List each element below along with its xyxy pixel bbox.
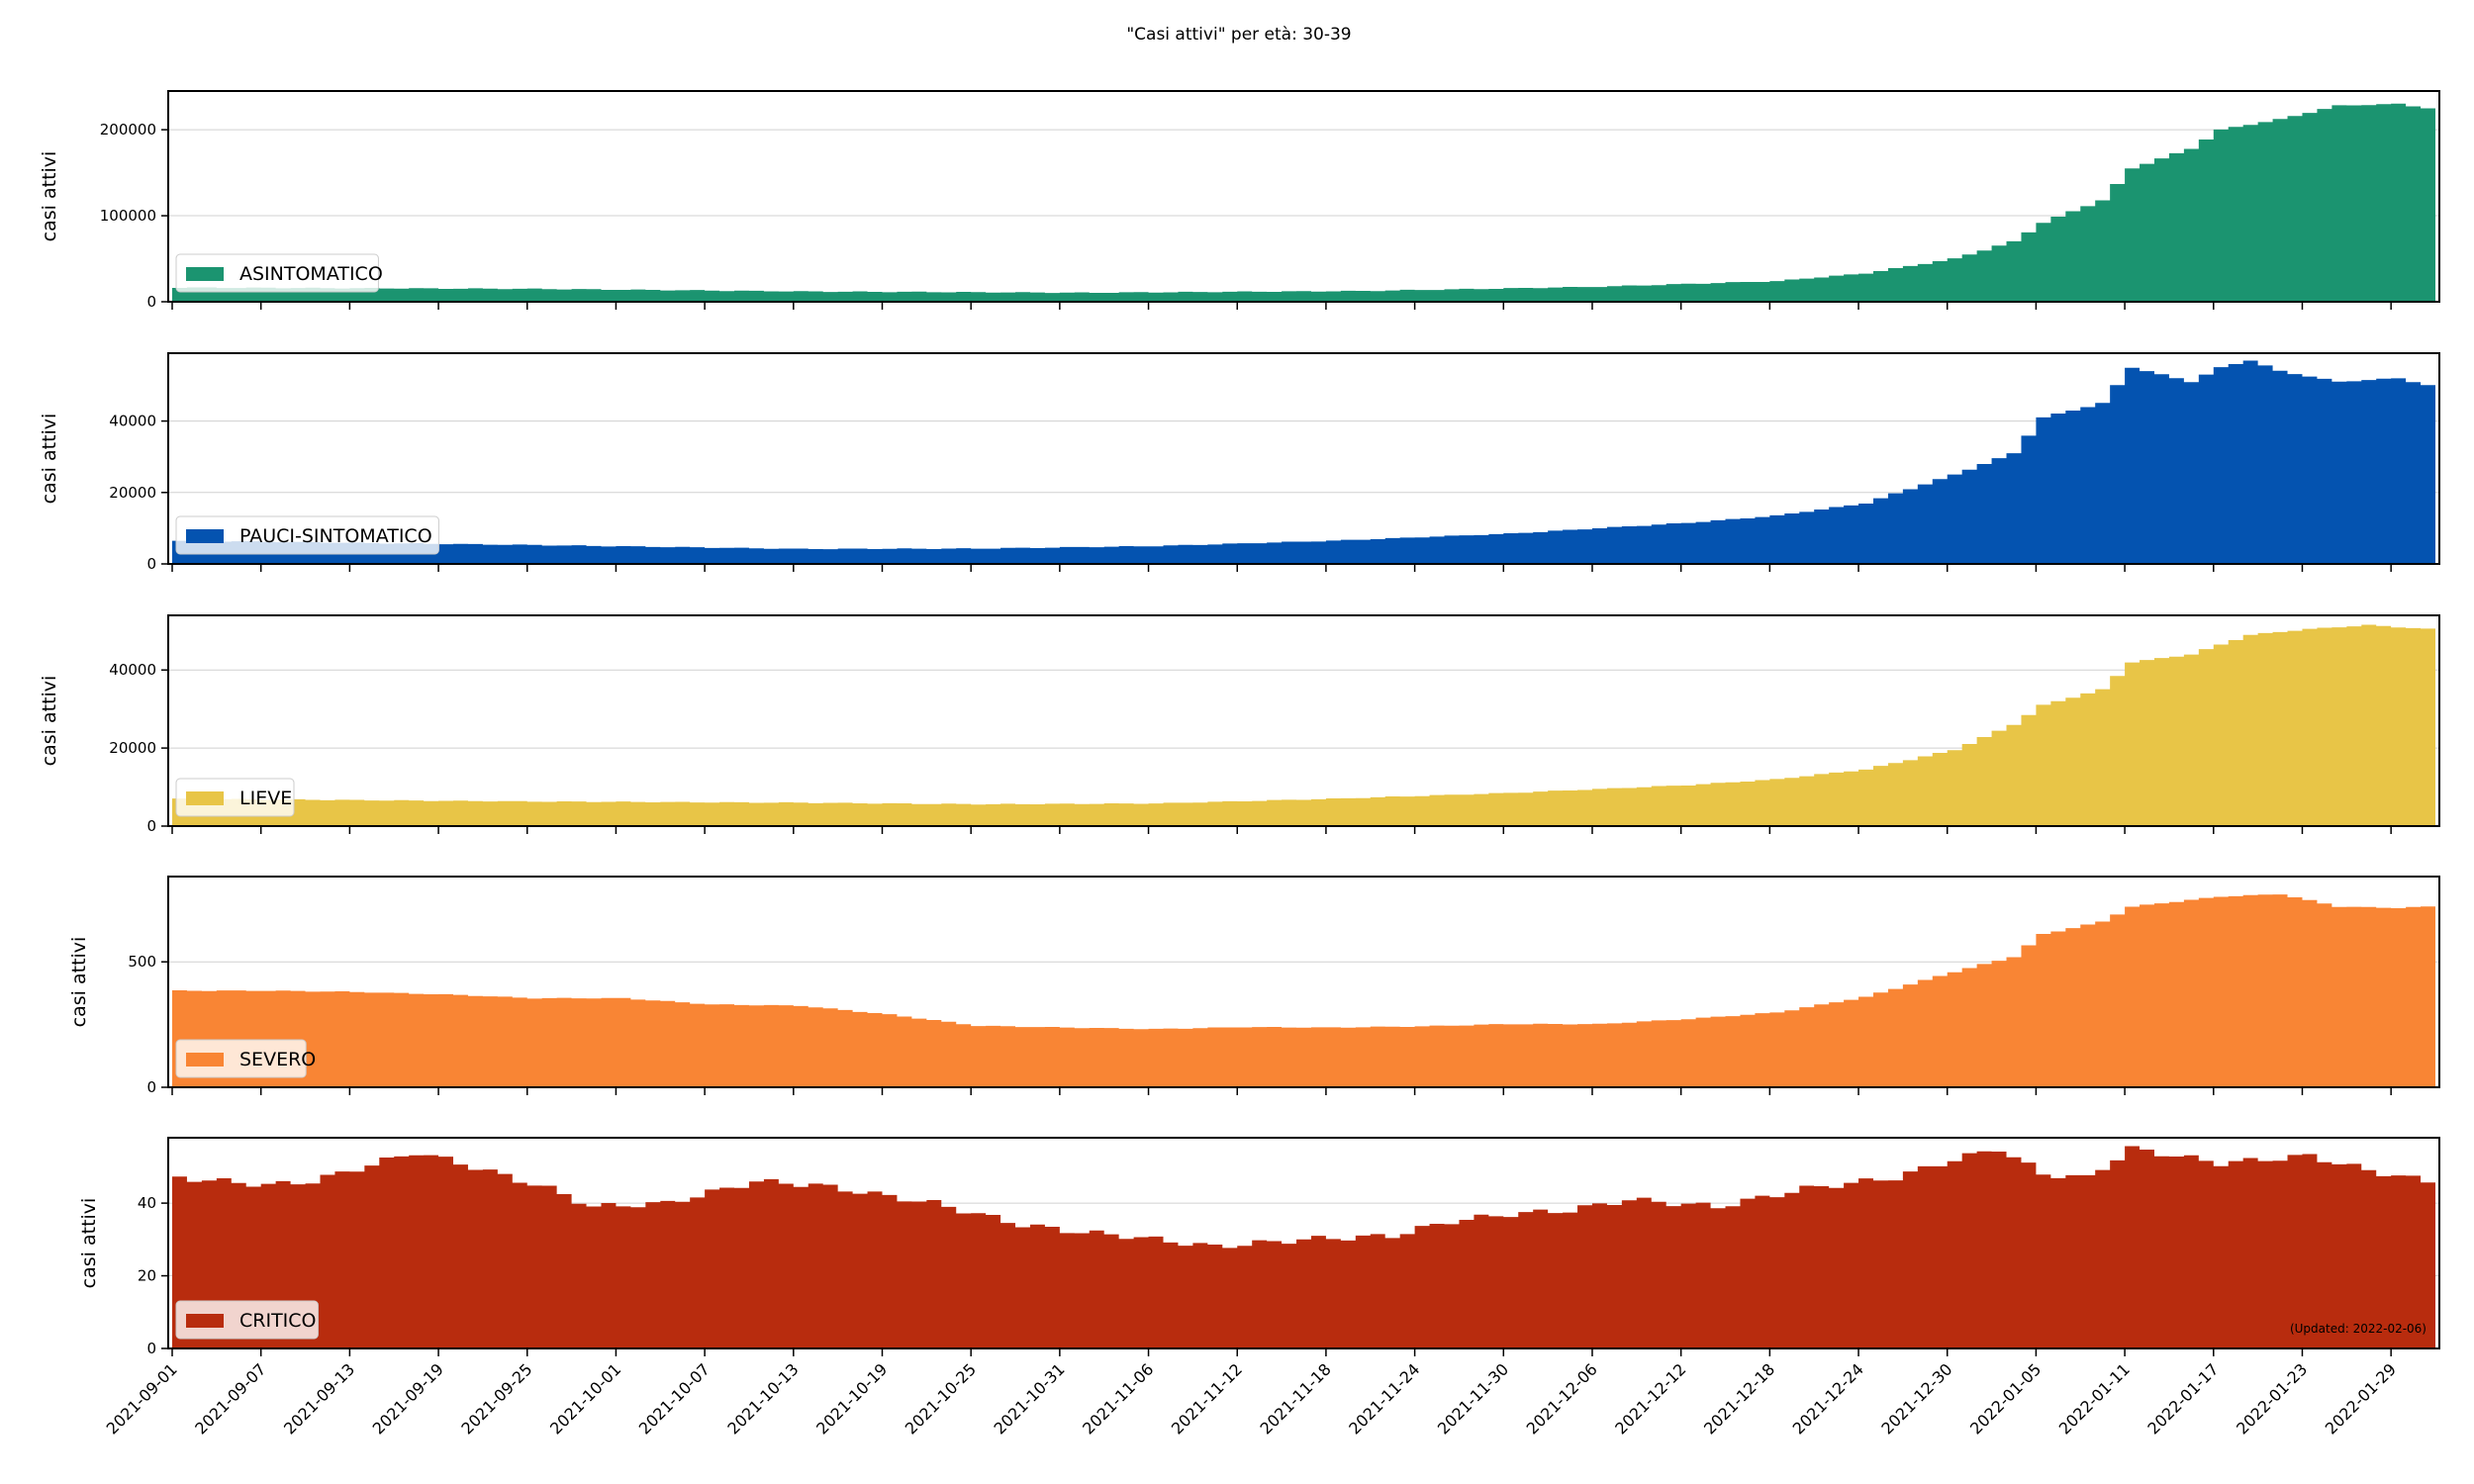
x-tick-label: 2022-01-17	[2143, 1359, 2222, 1438]
y-tick-label: 40000	[109, 661, 156, 679]
x-tick-label: 2021-12-06	[1523, 1359, 1601, 1438]
legend-label: LIEVE	[239, 788, 292, 809]
legend-swatch	[186, 1314, 224, 1328]
legend-box	[175, 515, 439, 555]
legend-swatch	[186, 529, 224, 543]
series-area-lieve	[172, 624, 2435, 826]
x-tick-label: 2022-01-11	[2055, 1359, 2134, 1438]
y-tick-label: 500	[128, 953, 156, 971]
x-tick-label: 2022-01-05	[1966, 1359, 2045, 1438]
legend-box	[175, 1300, 319, 1340]
y-axis-label: casi attivi	[68, 937, 90, 1028]
x-tick-label: 2022-01-23	[2233, 1359, 2311, 1438]
y-tick-label: 0	[146, 293, 156, 311]
x-tick-label: 2021-09-01	[103, 1359, 181, 1438]
x-tick-label: 2021-11-30	[1434, 1359, 1512, 1438]
panel-pauci-sintomatico: 0 20000 40000 casi attivi PAUCI-SINTOMATICO	[39, 352, 2440, 573]
x-tick-label: 2021-09-13	[280, 1359, 358, 1438]
x-tick-label: 2021-10-19	[812, 1359, 891, 1438]
update-note: (Updated: 2022-02-06)	[2290, 1322, 2426, 1336]
axes-frame	[167, 614, 2440, 827]
x-tick-label: 2021-10-07	[635, 1359, 714, 1438]
legend: PAUCI-SINTOMATICO	[175, 515, 439, 555]
legend-label: PAUCI-SINTOMATICO	[239, 525, 432, 547]
series-area-severo	[172, 894, 2435, 1087]
y-tick-label: 20000	[109, 739, 156, 757]
legend: LIEVE	[175, 778, 295, 817]
y-tick-label: 100000	[100, 207, 156, 225]
x-tick-label: 2021-10-31	[991, 1359, 1069, 1438]
x-tick-label: 2022-01-29	[2322, 1359, 2400, 1438]
legend-box	[175, 1039, 307, 1078]
y-tick-label: 0	[146, 1078, 156, 1096]
y-axis-label: casi attivi	[78, 1198, 100, 1289]
x-tick-label: 2021-11-06	[1079, 1359, 1157, 1438]
y-axis-label: casi attivi	[39, 151, 60, 242]
x-tick-label: 2021-12-18	[1700, 1359, 1778, 1438]
x-tick-label: 2021-10-01	[546, 1359, 624, 1438]
axes-frame	[167, 90, 2440, 303]
panel-lieve: 0 20000 40000 casi attivi LIEVE	[39, 614, 2440, 835]
legend-swatch	[186, 267, 224, 281]
panel-asintomatico: 0 100000 200000 casi attivi ASINTOMATICO	[39, 90, 2440, 311]
axes-frame	[167, 1137, 2440, 1349]
x-tick-label: 2021-09-19	[369, 1359, 447, 1438]
legend-box	[175, 253, 379, 293]
x-tick-label: 2021-11-18	[1257, 1359, 1335, 1438]
y-axis-label: casi attivi	[39, 414, 60, 505]
x-tick-label: 2021-11-12	[1168, 1359, 1246, 1438]
series-area-asintomatico	[172, 103, 2435, 302]
x-tick-label: 2021-10-25	[902, 1359, 980, 1438]
x-tick-label: 2021-09-25	[457, 1359, 535, 1438]
y-tick-label: 200000	[100, 121, 156, 139]
legend-label: CRITICO	[239, 1310, 317, 1332]
legend: CRITICO	[175, 1300, 319, 1340]
series-area-pauci-sintomatico	[172, 360, 2435, 564]
y-tick-label: 40	[138, 1194, 156, 1212]
y-tick-label: 0	[146, 555, 156, 573]
y-tick-label: 0	[146, 1340, 156, 1357]
x-tick-label: 2021-10-13	[723, 1359, 802, 1438]
series-area-critico	[172, 1146, 2435, 1348]
x-tick-label: 2021-11-24	[1345, 1359, 1423, 1438]
x-tick-label: 2021-12-30	[1877, 1359, 1955, 1438]
axes-frame	[167, 876, 2440, 1088]
x-axis: 2021-09-01 2021-09-07 2021-09-13 2021-09-19…	[103, 1359, 2400, 1438]
panel-severo: 0 500 casi attivi SEVERO	[68, 876, 2440, 1096]
legend-label: SEVERO	[239, 1049, 316, 1070]
legend: SEVERO	[175, 1039, 316, 1078]
axes-frame	[167, 352, 2440, 565]
legend: ASINTOMATICO	[175, 253, 383, 293]
legend-label: ASINTOMATICO	[239, 263, 383, 285]
legend-swatch	[186, 791, 224, 805]
x-tick-label: 2021-12-12	[1611, 1359, 1689, 1438]
y-tick-label: 0	[146, 817, 156, 835]
y-tick-label: 20000	[109, 484, 156, 502]
legend-swatch	[186, 1053, 224, 1067]
y-axis-label: casi attivi	[39, 676, 60, 767]
legend-box	[175, 778, 295, 817]
x-tick-label: 2021-09-07	[191, 1359, 269, 1438]
x-tick-label: 2021-12-24	[1789, 1359, 1867, 1438]
panel-critico: 0 20 40 casi attivi CRITICO	[78, 1137, 2440, 1357]
figure-title: "Casi attivi" per età: 30-39	[1126, 25, 1351, 45]
y-tick-label: 40000	[109, 413, 156, 430]
y-tick-label: 20	[138, 1267, 156, 1285]
